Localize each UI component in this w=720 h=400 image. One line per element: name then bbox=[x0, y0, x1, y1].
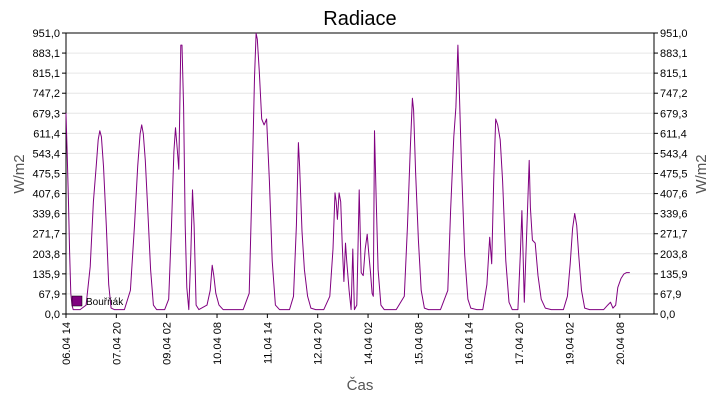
y-tick-label-right: 679,3 bbox=[660, 108, 688, 120]
y-tick-label-right: 475,5 bbox=[660, 169, 688, 181]
y-tick-label-right: 543,4 bbox=[660, 148, 688, 160]
x-tick-label: 10.04 08 bbox=[212, 322, 224, 365]
y-tick-label-left: 0,0 bbox=[45, 309, 60, 321]
chart-title: Radiace bbox=[323, 8, 396, 30]
y-axis-label-left: W/m2 bbox=[11, 154, 28, 193]
y-tick-label-right: 611,4 bbox=[660, 128, 687, 140]
x-tick-label: 16.04 14 bbox=[464, 322, 476, 365]
y-tick-label-right: 951,0 bbox=[660, 28, 688, 40]
y-tick-label-left: 271,7 bbox=[32, 229, 60, 241]
y-tick-label-left: 883,1 bbox=[32, 48, 60, 60]
y-tick-label-right: 271,7 bbox=[660, 229, 688, 241]
y-tick-label-left: 67,9 bbox=[39, 289, 60, 301]
y-tick-label-right: 0,0 bbox=[660, 309, 675, 321]
x-tick-label: 12.04 20 bbox=[313, 322, 325, 365]
x-tick-label: 11.04 14 bbox=[262, 322, 274, 364]
y-tick-label-left: 475,5 bbox=[32, 169, 60, 181]
x-tick-label: 09.04 02 bbox=[162, 322, 174, 365]
y-tick-label-left: 611,4 bbox=[33, 128, 60, 140]
y-tick-label-left: 815,1 bbox=[32, 68, 60, 80]
y-tick-label-left: 339,6 bbox=[32, 209, 60, 221]
y-tick-label-left: 543,4 bbox=[32, 148, 60, 160]
y-tick-label-left: 951,0 bbox=[32, 28, 60, 40]
y-axis-right: 0,0 67,9 135,9 203,8 271,7 339,6 407,6 475,5 543… bbox=[654, 28, 688, 321]
y-tick-label-right: 747,2 bbox=[660, 88, 688, 100]
legend: Bouřňák bbox=[71, 295, 124, 308]
y-tick-label-left: 135,9 bbox=[32, 269, 60, 281]
y-tick-label-left: 407,6 bbox=[32, 189, 60, 201]
y-tick-label-right: 407,6 bbox=[660, 189, 688, 201]
series-line bbox=[65, 32, 630, 311]
y-axis-label-right: W/m2 bbox=[693, 154, 710, 193]
legend-swatch bbox=[71, 295, 83, 307]
x-axis-label: Čas bbox=[347, 377, 374, 394]
y-tick-label-right: 203,8 bbox=[660, 249, 688, 261]
y-tick-label-right: 883,1 bbox=[660, 48, 688, 60]
y-tick-label-left: 203,8 bbox=[32, 249, 60, 261]
y-tick-label-right: 135,9 bbox=[660, 269, 688, 281]
y-tick-label-right: 339,6 bbox=[660, 209, 688, 221]
x-tick-label: 14.04 02 bbox=[363, 322, 375, 365]
series-layer bbox=[65, 32, 630, 311]
y-tick-label-right: 67,9 bbox=[660, 289, 681, 301]
y-axis-left: 0,0 67,9 135,9 203,8 271,7 339,6 407,6 475,5 543… bbox=[32, 28, 66, 321]
x-tick-label: 20.04 08 bbox=[615, 322, 627, 365]
legend-label: Bouřňák bbox=[86, 297, 124, 308]
x-axis: 06.04 14 07.04 20 09.04 02 10.04 08 11.04 14… bbox=[61, 314, 627, 365]
x-tick-label: 07.04 20 bbox=[111, 322, 123, 365]
x-tick-label: 15.04 08 bbox=[413, 322, 425, 365]
y-tick-label-left: 747,2 bbox=[32, 88, 60, 100]
x-tick-label: 06.04 14 bbox=[61, 322, 73, 365]
y-tick-label-right: 815,1 bbox=[660, 68, 688, 80]
x-tick-label: 17.04 20 bbox=[514, 322, 526, 365]
x-tick-label: 19.04 02 bbox=[564, 322, 576, 365]
y-tick-label-left: 679,3 bbox=[32, 108, 60, 120]
